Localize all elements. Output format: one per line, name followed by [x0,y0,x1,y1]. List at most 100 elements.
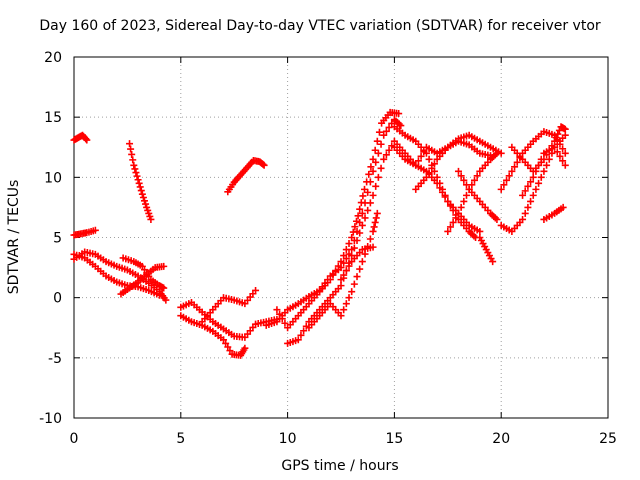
data-point [500,181,508,189]
data-point [342,300,350,308]
data-point [345,240,353,248]
data-point [535,179,543,187]
series-track-15 [305,209,381,332]
data-point [354,212,362,220]
data-point [385,146,393,154]
data-point [428,164,436,172]
data-point [503,176,511,184]
data-point [356,229,364,237]
data-point [377,164,385,172]
data-point [444,227,452,235]
data-point [537,173,545,181]
y-tick-label: -10 [39,411,62,427]
data-point [462,191,470,199]
data-point [359,192,367,200]
data-point [353,237,361,245]
series-track-27 [540,203,567,223]
data-point [561,161,569,169]
data-point [505,172,513,180]
grid-lines [74,57,608,418]
data-point [135,179,143,187]
y-tick-label: 0 [53,291,62,307]
data-point [446,223,454,231]
data-point [529,173,537,181]
data-point [137,187,145,195]
data-point [519,215,527,223]
data-point [91,226,99,234]
data-point [337,276,345,284]
data-point [444,197,452,205]
data-point [460,176,468,184]
data-point [162,296,170,304]
data-point [457,203,465,211]
series-track-9 [177,298,281,341]
data-point [364,206,372,214]
data-point [382,127,390,135]
data-point [457,172,465,180]
data-point [160,284,168,292]
data-point [371,146,379,154]
data-point [281,319,289,327]
data-point [369,167,377,175]
data-point [561,149,569,157]
data-point [527,178,535,186]
data-point [334,262,342,270]
data-point [226,347,234,355]
data-point [559,203,567,211]
data-point [454,209,462,217]
data-point [375,128,383,136]
data-point [371,218,379,226]
data-point [561,125,569,133]
y-tick-label: 10 [44,170,62,186]
data-point [524,182,532,190]
data-point [160,262,168,270]
data-point [357,199,365,207]
data-point [83,136,91,144]
data-point [340,252,348,260]
data-point [521,209,529,217]
data-point [366,199,374,207]
y-tick-label: -5 [48,351,62,367]
data-point [369,243,377,251]
data-point [462,181,470,189]
data-point [147,215,155,223]
data-point [337,312,345,320]
data-point [449,218,457,226]
data-point [82,135,90,143]
data-point [513,158,521,166]
data-point [372,182,380,190]
data-point [131,165,139,173]
data-point [532,185,540,193]
data-point [241,344,249,352]
data-point [438,185,446,193]
data-point [337,282,345,290]
series-track-2 [70,226,99,239]
data-point [414,157,422,165]
data-point [537,155,545,163]
data-point [527,197,535,205]
series-track-26 [519,143,569,199]
data-point [561,131,569,139]
data-point [372,214,380,222]
data-point [553,136,561,144]
data-point [350,280,358,288]
x-axis-label: GPS time / hours [281,458,398,474]
data-point [460,197,468,205]
data-point [476,227,484,235]
data-point [508,167,516,175]
series-track-21 [454,167,501,223]
data-point [348,288,356,296]
data-point [259,160,267,168]
series-track-11 [224,156,268,196]
data-point [340,306,348,314]
data-point [374,173,382,181]
data-point [356,265,364,273]
data-point [559,145,567,153]
data-point [142,200,150,208]
data-point [352,217,360,225]
y-axis-label: SDTVAR / TECUs [6,180,22,295]
series-track-25 [497,128,569,193]
series-track-10 [198,286,260,326]
series-track-23 [497,131,569,235]
